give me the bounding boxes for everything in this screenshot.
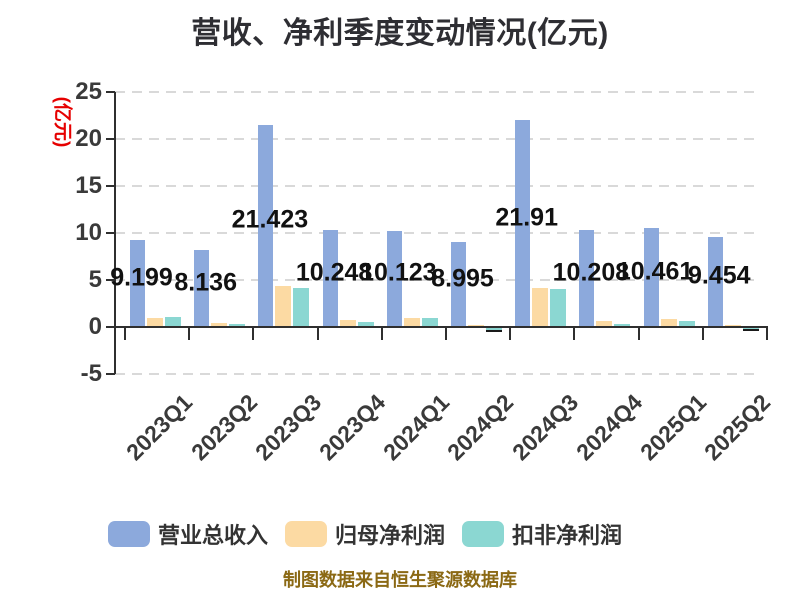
y-tick-mark [106,372,115,375]
chart-title: 营收、净利季度变动情况(亿元) [191,17,609,50]
x-axis-label-2024Q1: 2024Q1 [378,389,455,466]
legend-swatch-icon [462,521,505,547]
bar-营业总收入-2025Q1 [643,227,659,326]
x-axis-label-2023Q4: 2023Q4 [313,389,391,466]
bar-营业总收入-2023Q3 [258,125,274,326]
y-tick-mark [106,325,115,328]
x-tick-mark [637,327,640,340]
grid-line [115,184,760,187]
grid-line [115,91,760,94]
bar-归母净利润-2024Q2 [468,324,484,326]
x-tick-mark [701,327,704,340]
x-axis-label-2025Q1: 2025Q1 [634,389,712,466]
bar-value-label: 10.248 [295,258,373,287]
bar-value-label: 10.208 [552,258,630,287]
bar-扣非净利润-2024Q3 [550,288,567,326]
bar-扣非净利润-2024Q2 [486,328,502,333]
bar-value-label: 21.423 [231,205,309,234]
bar-扣非净利润-2024Q4 [614,324,631,326]
x-tick-mark [252,327,255,340]
bar-归母净利润-2025Q1 [660,318,677,326]
bar-扣非净利润-2024Q1 [421,318,438,326]
bar-归母净利润-2024Q3 [532,288,549,326]
bar-扣非净利润-2023Q2 [229,324,246,326]
data-source-footer: 制图数据来自恒生聚源数据库 [283,570,517,590]
bar-营业总收入-2023Q2 [194,249,210,326]
y-tick-label: 10 [75,218,102,246]
legend: 营业总收入 归母净利润 扣非净利润 [108,518,622,550]
x-axis-label-2023Q3: 2023Q3 [249,389,326,466]
y-tick-mark [106,231,115,234]
bar-营业总收入-2025Q2 [707,237,723,326]
x-tick-mark [124,327,126,340]
y-tick-label: 20 [75,125,102,153]
legend-item: 归母净利润 [285,518,445,550]
bar-扣非净利润-2023Q4 [357,322,374,326]
legend-item: 营业总收入 [108,518,268,550]
grid-line [115,231,760,234]
x-axis-label-2024Q4: 2024Q4 [570,389,647,466]
grid-line [115,138,760,141]
bar-扣非净利润-2023Q3 [293,287,310,326]
bar-value-label: 9.199 [110,263,173,292]
x-tick-mark [380,327,383,340]
bar-扣非净利润-2025Q1 [678,320,695,326]
legend-label: 营业总收入 [158,523,269,548]
bar-扣非净利润-2025Q2 [742,328,759,331]
x-axis-line [115,325,768,328]
grid-line [115,372,760,375]
bar-营业总收入-2023Q4 [322,229,338,326]
bar-归母净利润-2024Q1 [403,318,420,326]
y-axis-line [114,92,116,374]
bar-归母净利润-2025Q2 [724,324,741,326]
x-tick-mark [766,327,768,340]
bar-value-label: 10.123 [360,258,437,287]
y-tick-label: 0 [88,312,102,340]
y-tick-label: -5 [80,359,102,387]
bar-扣非净利润-2023Q1 [165,317,181,326]
bar-value-label: 9.454 [688,261,751,290]
bar-归母净利润-2023Q3 [275,285,292,326]
legend-label: 扣非净利润 [512,523,623,548]
bar-营业总收入-2024Q1 [386,231,402,326]
x-axis-label-2024Q3: 2024Q3 [506,389,583,466]
y-tick-mark [106,91,115,94]
bar-value-label: 8.136 [174,268,237,297]
x-axis-label-2023Q1: 2023Q1 [121,389,198,466]
grid-line [115,278,760,281]
bar-value-label: 10.461 [616,257,694,286]
x-tick-mark [509,327,512,340]
x-tick-mark [316,327,319,340]
x-axis-label-2025Q2: 2025Q2 [699,389,776,466]
bar-营业总收入-2024Q2 [451,241,466,326]
bar-营业总收入-2024Q4 [579,230,595,326]
bar-value-label: 8.995 [431,264,494,292]
y-tick-label: 15 [75,171,102,199]
x-axis-label-2024Q2: 2024Q2 [442,389,519,466]
legend-label: 归母净利润 [335,523,446,548]
bar-营业总收入-2024Q3 [515,120,531,326]
y-tick-label: 25 [75,78,102,106]
legend-swatch-icon [108,521,150,547]
bar-归母净利润-2024Q4 [596,321,613,326]
legend-item: 扣非净利润 [462,518,622,550]
x-tick-mark [573,327,576,340]
bar-归母净利润-2023Q4 [339,319,356,326]
bar-归母净利润-2023Q1 [147,317,163,326]
bar-营业总收入-2023Q1 [130,239,145,326]
x-tick-mark [188,327,191,340]
bar-归母净利润-2023Q2 [211,323,228,326]
y-tick-mark [106,184,115,187]
y-tick-label: 5 [88,265,102,293]
x-tick-mark [445,327,447,340]
x-axis-label-2023Q2: 2023Q2 [185,389,262,466]
y-tick-mark [106,138,115,141]
legend-swatch-icon [285,521,328,547]
bar-value-label: 21.91 [495,203,558,232]
y-tick-mark [106,278,115,281]
